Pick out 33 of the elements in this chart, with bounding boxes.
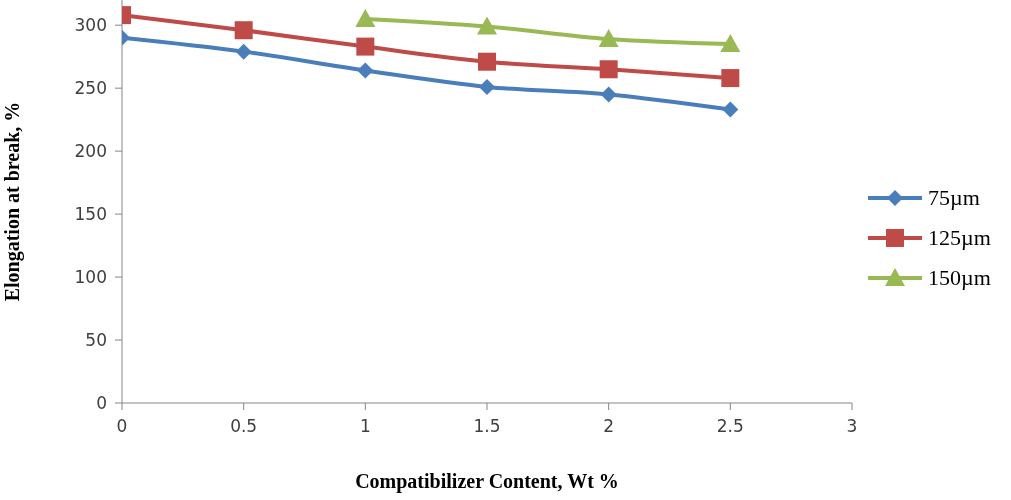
point [478, 52, 496, 71]
x-tick-label: 2.5 [716, 416, 744, 437]
y-tick-label: 150 [74, 204, 107, 225]
point [722, 101, 739, 118]
y-tick-label: 250 [74, 78, 107, 99]
point [235, 43, 252, 60]
legend-label: 75µm [928, 185, 980, 211]
legend-label: 125µm [928, 225, 991, 251]
x-tick-label: 2 [603, 416, 615, 437]
y-tick-label: 0 [96, 393, 107, 414]
point [479, 78, 495, 95]
point [357, 62, 374, 79]
legend-label: 150µm [928, 265, 991, 291]
point [356, 37, 375, 56]
x-axis-title: Compatibilizer Content, Wt % [355, 470, 619, 493]
point [600, 86, 617, 103]
x-tick-label: 0 [116, 416, 128, 437]
point [598, 29, 619, 48]
y-tick-label: 50 [85, 330, 107, 351]
y-tick-label: 100 [74, 267, 107, 288]
y-tick-label: 300 [74, 15, 107, 36]
point [720, 34, 741, 53]
point [599, 60, 618, 79]
x-tick-label: 3 [846, 416, 858, 437]
x-tick-label: 1.5 [473, 416, 501, 437]
point [477, 16, 497, 35]
point [355, 8, 376, 27]
x-tick-label: 1 [359, 416, 371, 437]
y-tick-label: 200 [74, 141, 107, 162]
point [234, 21, 253, 40]
x-tick-label: 0.5 [230, 416, 258, 437]
y-axis-title: Elongation at break, % [1, 101, 25, 302]
point [721, 69, 740, 88]
